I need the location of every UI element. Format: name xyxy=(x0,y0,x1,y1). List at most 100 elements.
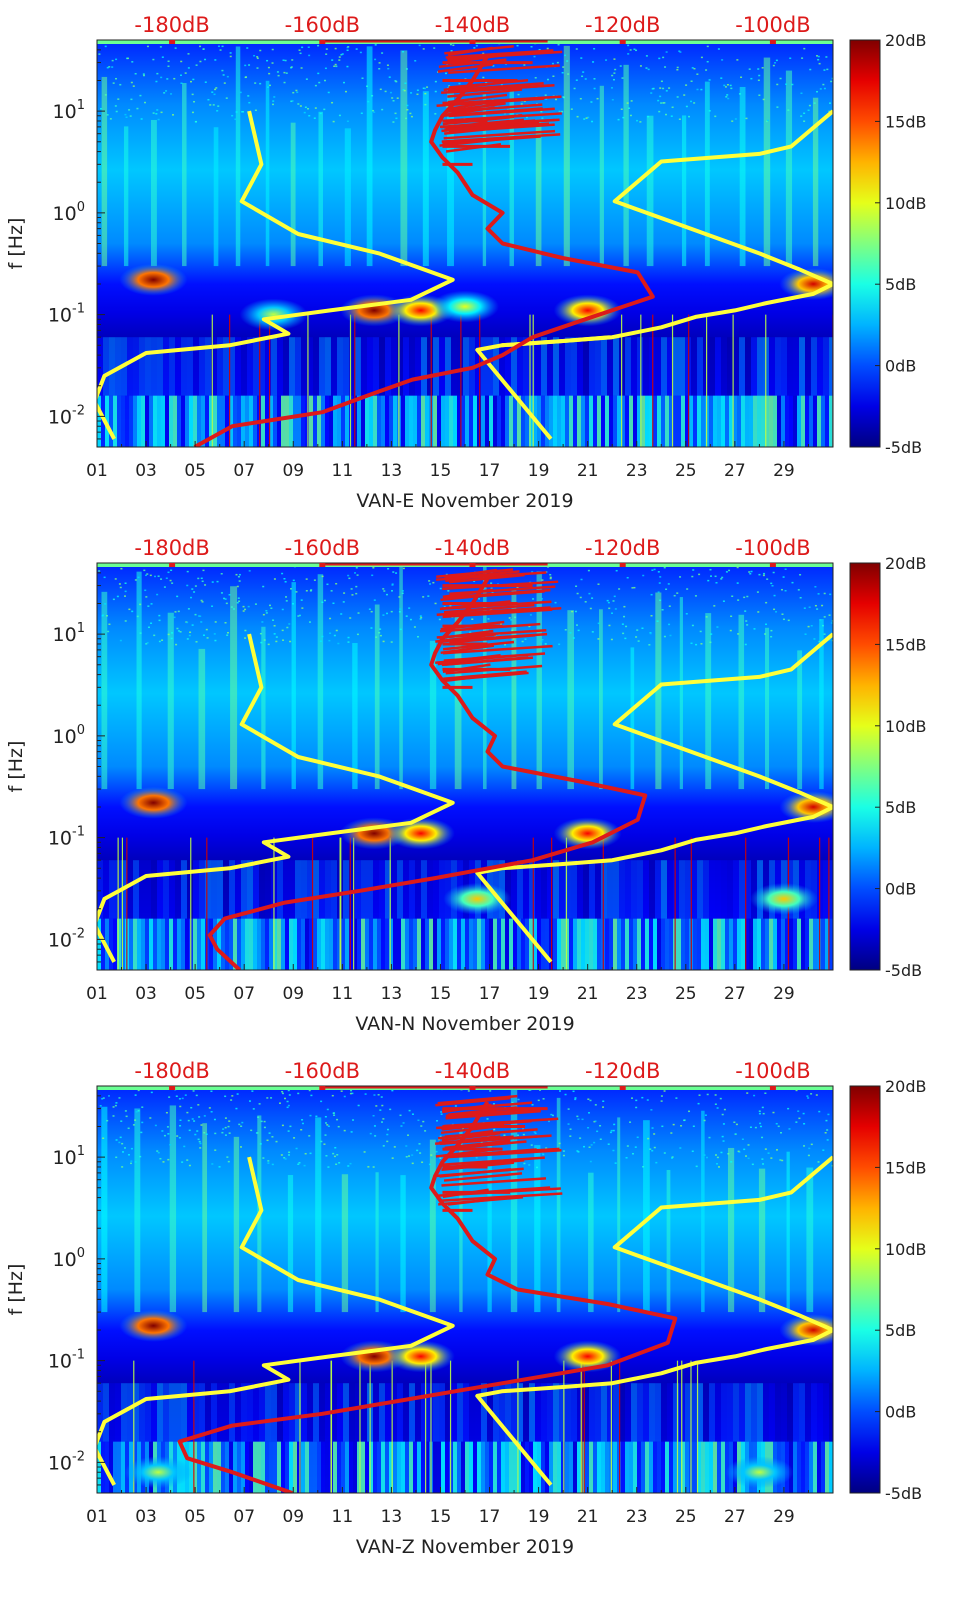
red-psd-fan-line xyxy=(437,1094,518,1105)
x-tick-label: 11 xyxy=(332,1507,354,1527)
red-psd-fan-line xyxy=(435,633,497,643)
x-tick-label: 23 xyxy=(626,461,648,481)
x-tick-label: 25 xyxy=(675,1507,697,1527)
red-psd-fan-line xyxy=(441,1177,547,1187)
colorbar-label: 15dB xyxy=(885,112,927,131)
red-psd-fan-line xyxy=(439,137,510,147)
red-psd-fan-line xyxy=(444,1128,538,1138)
red-psd-fan-line xyxy=(448,64,560,74)
red-psd-fan-line xyxy=(443,603,535,614)
heatmap-blob xyxy=(119,263,188,296)
x-tick-label: 17 xyxy=(479,461,501,481)
heatmap-blob xyxy=(749,882,818,915)
x-tick-label: 21 xyxy=(577,984,599,1004)
x-tick-label: 07 xyxy=(233,461,255,481)
y-tick-label: 101 xyxy=(53,1144,85,1169)
x-tick-label: 21 xyxy=(577,1507,599,1527)
x-tick-label: 09 xyxy=(282,461,304,481)
heatmap-image xyxy=(97,563,833,970)
yellow-noise-model-line xyxy=(97,633,455,963)
x-tick-label: 05 xyxy=(184,461,206,481)
x-tick-label: 09 xyxy=(282,984,304,1004)
y-tick-label: 10-2 xyxy=(48,926,85,951)
red-psd-fan-line xyxy=(438,1195,524,1206)
heatmap-blob xyxy=(119,786,188,819)
x-tick-label: 17 xyxy=(479,1507,501,1527)
y-tick-label: 10-2 xyxy=(48,1449,85,1474)
red-psd-fan-line xyxy=(449,102,506,112)
red-psd-fan-line xyxy=(442,640,515,651)
x-tick-label: 21 xyxy=(577,461,599,481)
red-psd-fan-line xyxy=(447,88,523,98)
top-axis-tick xyxy=(619,40,626,44)
red-psd-fan-line xyxy=(441,1131,501,1142)
x-tick-label: 05 xyxy=(184,1507,206,1527)
red-psd-fan-line xyxy=(449,633,536,644)
red-psd-fan-line xyxy=(442,672,503,683)
colorbar-label: 10dB xyxy=(885,1240,927,1259)
top-axis-tick xyxy=(619,1086,626,1090)
red-psd-fan-line xyxy=(442,608,553,619)
top-axis-tick xyxy=(169,1086,176,1090)
y-axis-label: f [Hz] xyxy=(5,741,27,793)
x-tick-label: 15 xyxy=(430,1507,452,1527)
yellow-noise-model-line xyxy=(475,1155,833,1487)
top-axis-db-label: -140dB xyxy=(435,1059,510,1083)
y-tick-label: 10-1 xyxy=(48,1348,85,1373)
x-tick-label: 15 xyxy=(430,461,452,481)
red-psd-fan-line xyxy=(447,93,508,104)
red-psd-fan-line xyxy=(442,644,553,655)
x-tick-label: 29 xyxy=(773,984,795,1004)
heatmap-blob xyxy=(386,817,455,850)
x-tick-label: 19 xyxy=(528,984,550,1004)
red-psd-fan-line xyxy=(446,106,495,116)
red-psd-fan-line xyxy=(435,1096,511,1107)
yellow-noise-model-line xyxy=(97,110,455,440)
y-axis-label: f [Hz] xyxy=(5,218,27,270)
y-axis-label: f [Hz] xyxy=(5,1264,27,1316)
red-psd-fan-line xyxy=(435,571,547,581)
red-psd-fan-line xyxy=(443,118,525,129)
top-axis-tick xyxy=(169,40,176,44)
x-tick-label: 27 xyxy=(724,461,746,481)
heatmap-blob xyxy=(725,1456,794,1489)
y-tick-label: 100 xyxy=(53,200,85,225)
x-tick-label: 25 xyxy=(675,461,697,481)
x-tick-label: 07 xyxy=(233,984,255,1004)
yellow-noise-model-line xyxy=(475,632,833,964)
top-axis-db-label: -100dB xyxy=(735,536,810,560)
y-tick-label: 100 xyxy=(53,1246,85,1271)
x-tick-label: 05 xyxy=(184,984,206,1004)
colorbar-label: -5dB xyxy=(885,1484,922,1503)
x-axis-label: VAN-E November 2019 xyxy=(356,490,573,512)
top-axis-db-label: -160dB xyxy=(285,536,360,560)
heatmap-blob xyxy=(553,294,622,327)
top-axis-db-label: -120dB xyxy=(585,13,660,37)
red-psd-fan-line xyxy=(447,82,544,92)
top-axis-db-label: -180dB xyxy=(134,1059,209,1083)
red-psd-fan-line xyxy=(445,49,554,59)
red-psd-fan-line xyxy=(444,1139,511,1150)
red-psd-fan-line xyxy=(444,44,514,55)
red-psd-fan-line xyxy=(447,50,563,61)
red-psd-fan-line xyxy=(437,63,494,73)
red-psd-fan-line xyxy=(439,1135,496,1146)
x-tick-label: 13 xyxy=(381,1507,403,1527)
colorbar-label: 0dB xyxy=(885,1403,916,1422)
colorbar-label: 10dB xyxy=(885,194,927,213)
top-axis-db-label: -140dB xyxy=(435,536,510,560)
heatmap-blob xyxy=(553,817,622,850)
top-axis-tick xyxy=(169,563,176,567)
yellow-noise-model-line xyxy=(97,1156,455,1486)
top-axis-db-label: -100dB xyxy=(735,13,810,37)
top-axis-db-label: -100dB xyxy=(735,1059,810,1083)
y-tick-label: 100 xyxy=(53,723,85,748)
top-axis-tick xyxy=(469,1086,476,1090)
top-axis-db-label: -180dB xyxy=(134,536,209,560)
x-tick-label: 11 xyxy=(332,461,354,481)
y-tick-label: 10-1 xyxy=(48,825,85,850)
red-psd-fan-line xyxy=(436,606,551,616)
x-tick-label: 09 xyxy=(282,1507,304,1527)
top-axis-tick xyxy=(769,40,776,44)
